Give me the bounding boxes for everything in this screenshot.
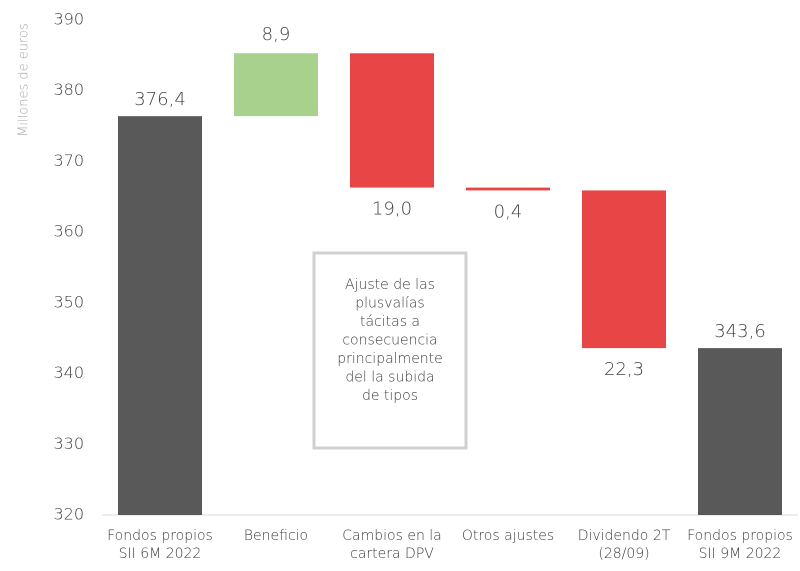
bar xyxy=(350,53,434,188)
y-tick-label: 360 xyxy=(53,222,84,241)
annotation-box xyxy=(312,251,468,450)
x-tick-label: Fondos propios SII 9M 2022 xyxy=(687,528,793,562)
x-tick-label: Otros ajustes xyxy=(462,528,554,544)
x-tick-label: Cambios en la cartera DPV xyxy=(342,528,441,562)
value-label: 343,6 xyxy=(714,321,766,342)
y-tick-label: 380 xyxy=(53,80,84,99)
bar xyxy=(466,187,550,191)
x-tick-label: Fondos propios SII 6M 2022 xyxy=(107,528,213,562)
bar xyxy=(698,348,782,515)
y-tick-label: 370 xyxy=(53,151,84,170)
annotation: Ajuste de las plusvalías tácitas a consecue… xyxy=(337,277,443,404)
value-label: 22,3 xyxy=(604,359,644,380)
y-tick-label: 330 xyxy=(53,434,84,453)
y-axis-label: Millones de euros xyxy=(17,23,32,137)
y-tick-label: 390 xyxy=(53,10,84,29)
value-label: 19,0 xyxy=(372,199,412,220)
value-label: 0,4 xyxy=(494,201,523,222)
y-tick-label: 320 xyxy=(53,505,84,524)
bar xyxy=(234,53,318,117)
y-tick-label: 340 xyxy=(53,363,84,382)
bar xyxy=(582,190,666,349)
value-label: 376,4 xyxy=(134,89,186,110)
value-label: 8,9 xyxy=(262,24,291,45)
bar xyxy=(118,116,202,516)
x-tick-label: Dividendo 2T (28/09) xyxy=(578,528,671,562)
y-tick-label: 350 xyxy=(53,292,84,311)
x-tick-label: Beneficio xyxy=(244,528,308,544)
